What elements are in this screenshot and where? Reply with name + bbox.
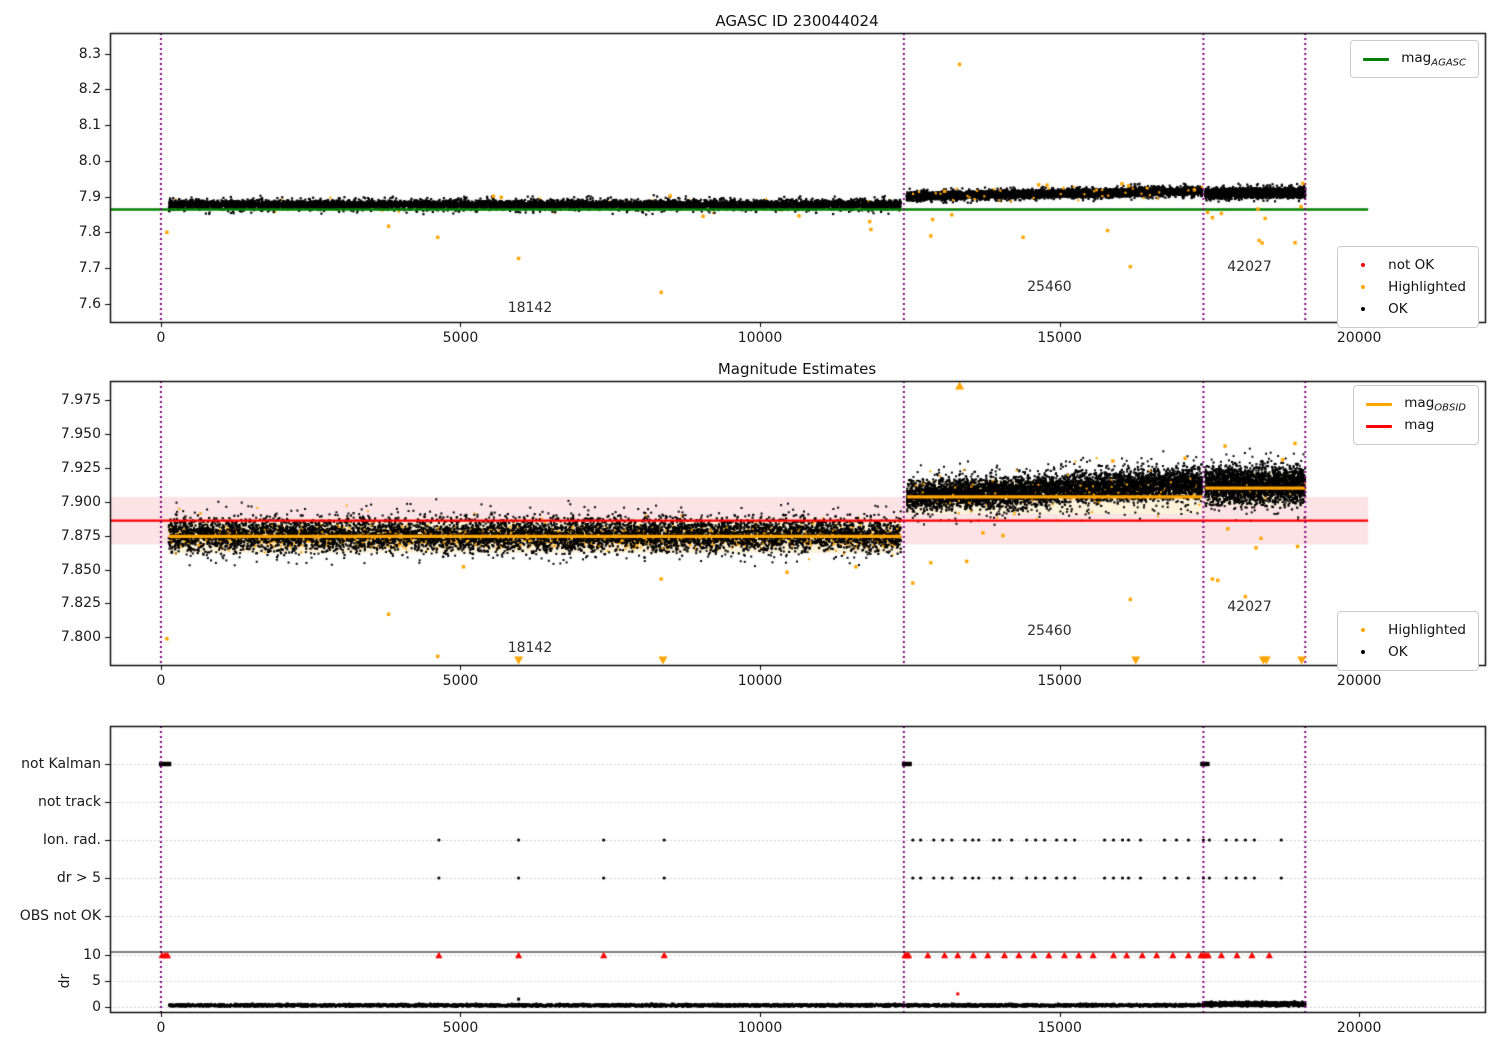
y-tick-label: 7.925 [60, 459, 101, 476]
x-tick-label: 0 [156, 1020, 166, 1036]
legend-entry-ok: OK [1348, 298, 1466, 320]
legend-label: magOBSID [1404, 394, 1466, 414]
x-tick-label: 15000 [1037, 1020, 1082, 1036]
legend-swatch-area [1348, 628, 1378, 632]
dr-tick-label: 0 [92, 999, 101, 1015]
red-line-swatch [1366, 424, 1393, 428]
y-tick-label: 7.8 [78, 224, 101, 241]
black-dot-swatch [1361, 650, 1366, 654]
dr-tick-label: 10 [83, 946, 101, 963]
plot2-legend-lines: magOBSID mag [1353, 385, 1479, 445]
plot2-title: Magnitude Estimates [717, 360, 877, 378]
black-dot-swatch [1361, 307, 1366, 311]
y-tick-label: 7.6 [78, 295, 101, 312]
flag-row-label: OBS not OK [19, 908, 101, 924]
flag-row-label: not track [37, 794, 101, 810]
y-tick-label: 7.850 [60, 561, 101, 578]
legend-entry-ok: OK [1348, 641, 1466, 663]
x-tick-label: 5000 [442, 1020, 479, 1036]
annotation-obsid: 25460 [1027, 622, 1072, 639]
legend-label: Highlighted [1388, 622, 1466, 638]
plot1-legend-lines: magAGASC [1350, 40, 1479, 78]
legend-swatch-area [1348, 307, 1378, 311]
legend-swatch-area [1348, 650, 1378, 654]
green-line-swatch [1363, 57, 1390, 61]
plot2-legend-markers: Highlighted OK [1337, 611, 1479, 671]
x-tick-label: 20000 [1336, 1020, 1382, 1036]
red-dot-swatch [1361, 263, 1366, 267]
y-tick-label: 7.7 [78, 260, 101, 277]
legend-label: not OK [1388, 257, 1435, 273]
y-tick-label: 8.2 [78, 81, 101, 98]
x-tick-label: 20000 [1336, 673, 1382, 689]
legend-entry-highlighted: Highlighted [1348, 276, 1466, 298]
plot1-title: AGASC ID 230044024 [715, 12, 879, 30]
legend-label: mag [1404, 416, 1435, 433]
annotation-obsid: 18142 [507, 640, 553, 657]
flag-row-label: Ion. rad. [42, 832, 101, 848]
orange-dot-swatch [1361, 628, 1366, 632]
y-tick-label: 7.800 [60, 629, 101, 646]
annotation-obsid: 18142 [507, 300, 553, 317]
x-tick-label: 0 [156, 330, 166, 346]
flag-row-label: not Kalman [21, 756, 101, 772]
dr-axis-label: dr [57, 973, 73, 989]
legend-swatch-area [1348, 263, 1378, 267]
flag-row-label: dr > 5 [56, 870, 101, 886]
x-tick-label: 20000 [1336, 330, 1382, 346]
legend-label: magAGASC [1401, 49, 1466, 69]
legend-swatch-area [1348, 285, 1378, 289]
legend-label: OK [1388, 301, 1408, 317]
orange-line-swatch [1366, 402, 1393, 406]
legend-entry-not-ok: not OK [1348, 254, 1466, 276]
x-tick-label: 10000 [737, 1020, 783, 1036]
x-tick-label: 15000 [1037, 330, 1082, 346]
x-tick-label: 5000 [442, 330, 479, 346]
orange-dot-swatch [1361, 285, 1366, 289]
x-tick-label: 10000 [737, 673, 783, 689]
annotation-obsid: 42027 [1227, 258, 1272, 275]
y-tick-label: 7.9 [78, 188, 101, 205]
annotation-obsid: 42027 [1227, 599, 1272, 616]
legend-entry-highlighted: Highlighted [1348, 619, 1466, 641]
y-tick-label: 7.975 [60, 391, 101, 408]
legend-entry-mag-obsid: magOBSID [1364, 393, 1466, 415]
y-tick-label: 8.0 [78, 152, 101, 169]
legend-entry-mag-agasc: magAGASC [1361, 48, 1466, 70]
y-tick-label: 7.825 [60, 595, 101, 612]
y-tick-label: 8.3 [78, 45, 101, 62]
legend-label: Highlighted [1388, 279, 1466, 295]
x-tick-label: 0 [156, 673, 166, 689]
legend-swatch-area [1364, 402, 1394, 406]
y-tick-label: 7.950 [60, 425, 101, 442]
y-tick-label: 8.1 [78, 117, 101, 134]
legend-swatch-area [1361, 57, 1391, 61]
annotation-obsid: 25460 [1027, 278, 1072, 295]
x-tick-label: 15000 [1037, 673, 1082, 689]
legend-swatch-area [1364, 424, 1394, 428]
dr-tick-label: 5 [92, 972, 101, 989]
plot1-legend-markers: not OK Highlighted OK [1337, 246, 1479, 328]
y-tick-label: 7.875 [60, 527, 101, 544]
x-tick-label: 10000 [737, 330, 783, 346]
y-tick-label: 7.900 [60, 493, 101, 510]
legend-label: OK [1388, 644, 1408, 660]
x-tick-label: 5000 [442, 673, 479, 689]
legend-entry-mag: mag [1364, 415, 1466, 437]
